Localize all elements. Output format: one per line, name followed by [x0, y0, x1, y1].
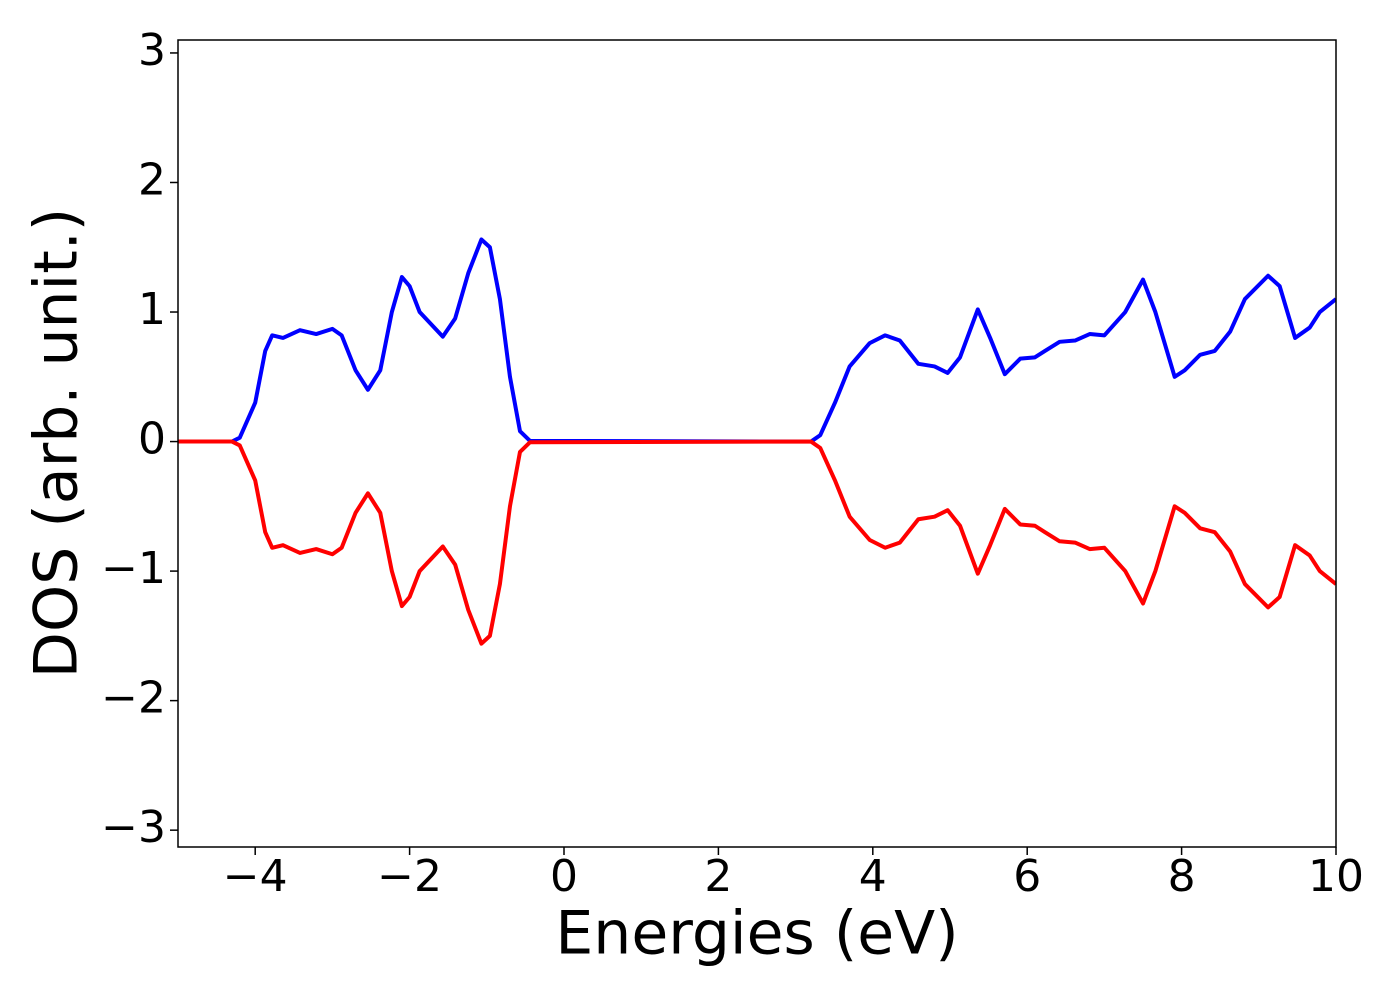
y-tick-label: −3	[101, 802, 166, 853]
x-tick-label: 6	[1013, 851, 1041, 902]
y-tick-label: −1	[101, 543, 166, 594]
plot-frame	[177, 39, 1337, 848]
x-axis-label: Energies (eV)	[555, 899, 958, 969]
y-tick-label: −2	[101, 673, 166, 724]
x-tick-label: −2	[377, 851, 442, 902]
x-tick-label: 2	[704, 851, 732, 902]
y-tick-label: 0	[138, 414, 166, 465]
y-axis-label: DOS (arb. unit.)	[22, 208, 92, 678]
x-tick-label: 0	[550, 851, 578, 902]
x-tick-label: 4	[859, 851, 887, 902]
x-tick-label: 10	[1308, 851, 1364, 902]
x-tick-label: 8	[1168, 851, 1196, 902]
line	[178, 439, 1336, 646]
y-tick-label: 3	[138, 25, 166, 76]
y-tick-label: 2	[138, 154, 166, 205]
y-tick-label: 1	[138, 284, 166, 335]
x-tick-label: −4	[223, 851, 288, 902]
line	[178, 237, 1336, 444]
